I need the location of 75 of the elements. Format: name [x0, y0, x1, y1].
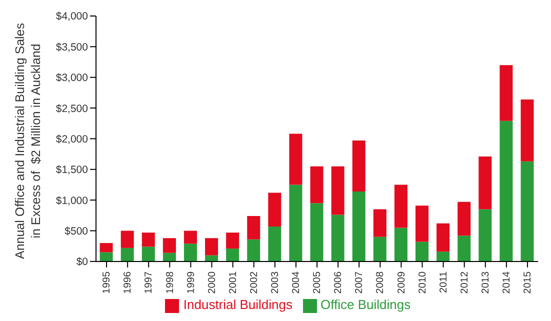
bar — [162, 238, 176, 253]
bar — [394, 228, 408, 262]
bar — [120, 230, 134, 248]
bar — [226, 232, 240, 249]
bar — [331, 214, 344, 262]
y-tick-label: $2,000 — [56, 133, 88, 146]
bar — [184, 230, 197, 244]
y-tick-label: $2,500 — [56, 102, 88, 115]
bar — [352, 140, 366, 192]
bar — [247, 239, 260, 262]
x-tick-label: 2008 — [375, 271, 386, 294]
x-tick-label: 2015 — [522, 271, 534, 294]
y-tick-label: $3,500 — [56, 41, 88, 54]
x-tick-label: 2001 — [228, 271, 239, 294]
bar — [289, 134, 302, 185]
bar — [142, 232, 155, 247]
bar — [247, 216, 260, 240]
bar — [478, 209, 492, 262]
x-tick-label: 1999 — [186, 271, 197, 294]
x-tick-label: 2002 — [248, 271, 260, 294]
bar — [268, 192, 282, 226]
bar — [373, 236, 386, 262]
x-tick-label: 2009 — [396, 271, 408, 294]
bar — [436, 223, 450, 252]
bar — [310, 166, 324, 204]
x-tick-label: 2012 — [459, 271, 470, 294]
bar — [184, 244, 197, 262]
bar — [394, 184, 408, 228]
bar — [331, 166, 344, 215]
bar — [520, 99, 534, 162]
bar — [352, 191, 366, 262]
x-tick-label: 2011 — [438, 271, 450, 293]
y-axis-title: Annual Office and Industrial Building Sales in Excess of $2 Million in Auckland — [12, 22, 44, 259]
bar — [500, 120, 513, 262]
y-tick-label: $1,500 — [56, 164, 88, 176]
bar — [120, 248, 134, 262]
bar — [142, 246, 155, 262]
legend-label: Office Buildings — [320, 297, 411, 312]
bar — [500, 65, 513, 121]
bar — [416, 206, 429, 242]
bar — [226, 248, 240, 262]
y-tick-label: $0 — [76, 256, 88, 268]
bar — [205, 238, 218, 256]
bar — [162, 252, 176, 262]
x-tick-label: 1998 — [164, 271, 176, 294]
bar — [520, 161, 534, 262]
bar — [458, 236, 471, 262]
x-tick-label: 2013 — [480, 271, 492, 294]
bar — [100, 243, 113, 252]
x-tick-label: 2014 — [502, 271, 513, 294]
x-tick-label: 2007 — [354, 271, 366, 294]
y-tick-label: $4,000 — [56, 10, 88, 23]
bar — [436, 252, 450, 262]
x-tick-label: 1995 — [102, 271, 113, 294]
bar — [416, 242, 429, 262]
x-tick-label: 2003 — [270, 271, 282, 294]
bar — [373, 209, 386, 237]
bar — [289, 184, 302, 262]
bar — [205, 255, 218, 262]
bar — [478, 156, 492, 210]
x-tick-label: 2004 — [291, 271, 302, 294]
y-tick-label: $1,000 — [56, 194, 88, 207]
bar — [458, 202, 471, 236]
y-tick-label: $500 — [64, 225, 88, 238]
x-tick-label: 2006 — [333, 271, 344, 294]
legend-label: Industrial Buildings — [183, 297, 293, 312]
x-tick-label: 2005 — [312, 271, 324, 294]
x-tick-label: 2000 — [206, 271, 218, 294]
x-tick-label: 2010 — [417, 271, 428, 294]
bar — [310, 203, 324, 262]
y-tick-label: $3,000 — [56, 72, 88, 84]
x-tick-label: 1997 — [144, 271, 155, 294]
bar — [100, 252, 113, 262]
x-tick-label: 1996 — [122, 271, 134, 294]
bar — [268, 226, 282, 262]
